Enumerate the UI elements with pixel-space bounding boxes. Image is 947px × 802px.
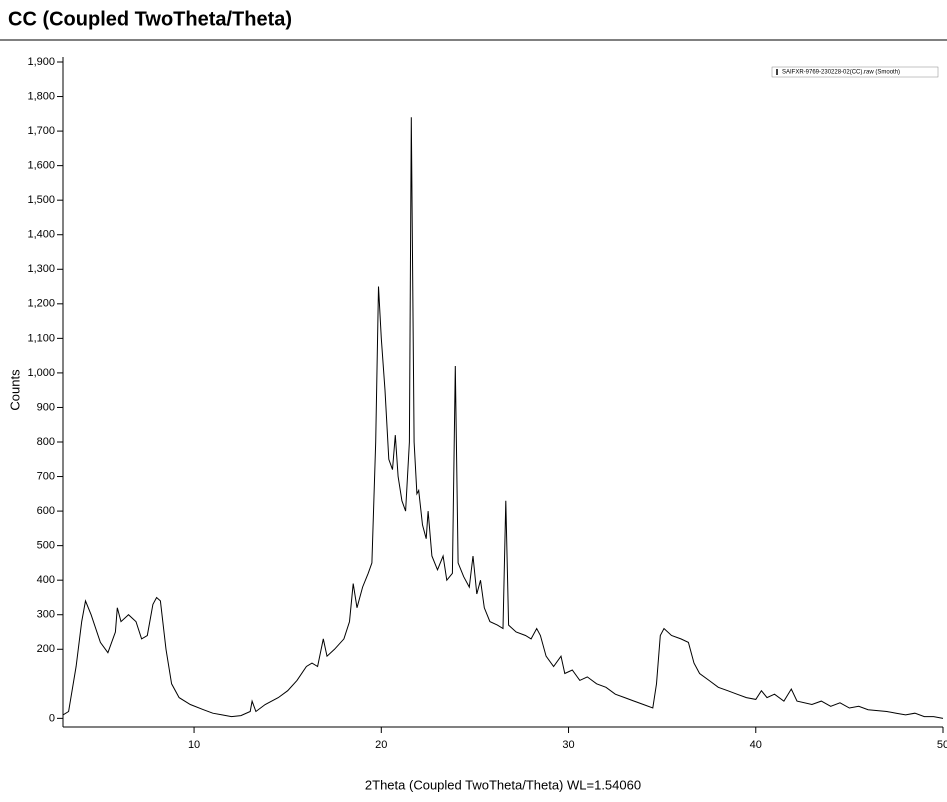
y-tick-label: 1,300 <box>27 263 55 275</box>
chart-title: CC (Coupled TwoTheta/Theta) <box>8 8 292 30</box>
legend-box <box>771 66 939 78</box>
y-tick-label: 500 <box>37 540 55 552</box>
y-tick-label: 700 <box>37 470 55 482</box>
x-tick-label: 10 <box>188 739 200 751</box>
x-tick-label: 30 <box>562 739 574 751</box>
y-tick-label: 200 <box>37 643 55 655</box>
y-tick-label: 1,200 <box>27 298 55 310</box>
y-tick-label: 0 <box>49 712 55 724</box>
y-axis-title: Counts <box>7 369 22 411</box>
legend-label: SAIFXR-9769-230228-02(CC).raw (Smooth) <box>782 70 900 76</box>
y-tick-label: 1,100 <box>27 332 55 344</box>
y-tick-label: 600 <box>37 505 55 517</box>
y-tick-label: 900 <box>37 401 55 413</box>
y-tick-label: 1,900 <box>27 56 55 68</box>
y-tick-label: 1,500 <box>27 194 55 206</box>
y-tick-label: 1,700 <box>27 125 55 137</box>
y-tick-label: 400 <box>37 574 55 586</box>
x-tick-label: 20 <box>375 739 387 751</box>
y-tick-label: 1,000 <box>27 367 55 379</box>
x-tick-label: 50 <box>937 739 947 751</box>
y-tick-label: 800 <box>37 436 55 448</box>
x-axis-title: 2Theta (Coupled TwoTheta/Theta) WL=1.540… <box>365 777 641 792</box>
data-line <box>62 117 944 719</box>
y-tick-label: 300 <box>37 609 55 621</box>
y-tick-label: 1,600 <box>27 160 55 172</box>
x-tick-label: 40 <box>750 739 762 751</box>
y-tick-label: 1,400 <box>27 229 55 241</box>
y-tick-label: 1,800 <box>27 90 55 102</box>
